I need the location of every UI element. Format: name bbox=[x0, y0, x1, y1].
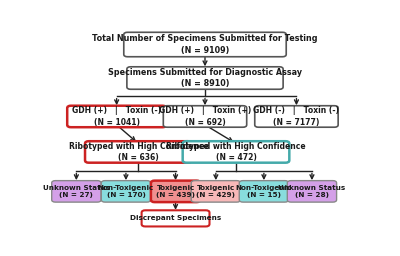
Text: GDH (+)   |   Toxin (+)
(N = 692): GDH (+) | Toxin (+) (N = 692) bbox=[159, 106, 251, 126]
FancyBboxPatch shape bbox=[85, 141, 192, 163]
FancyBboxPatch shape bbox=[101, 181, 150, 202]
Text: Unknown Status
(N = 28): Unknown Status (N = 28) bbox=[278, 185, 346, 198]
FancyBboxPatch shape bbox=[239, 181, 288, 202]
Text: Specimens Submitted for Diagnostic Assay
(N = 8910): Specimens Submitted for Diagnostic Assay… bbox=[108, 68, 302, 88]
Text: Toxigenic
(N = 429): Toxigenic (N = 429) bbox=[196, 185, 235, 198]
FancyBboxPatch shape bbox=[287, 181, 336, 202]
Text: Total Number of Specimens Submitted for Testing
(N = 9109): Total Number of Specimens Submitted for … bbox=[92, 35, 318, 55]
Text: Ribotyped with High Confidence
(N = 636): Ribotyped with High Confidence (N = 636) bbox=[68, 142, 208, 162]
Text: GDH (+)   |   Toxin (-)
(N = 1041): GDH (+) | Toxin (-) (N = 1041) bbox=[72, 106, 161, 126]
FancyBboxPatch shape bbox=[183, 141, 289, 163]
FancyBboxPatch shape bbox=[67, 106, 166, 127]
Text: Toxigenic
(N = 439): Toxigenic (N = 439) bbox=[156, 185, 195, 198]
FancyBboxPatch shape bbox=[191, 181, 240, 202]
FancyBboxPatch shape bbox=[127, 67, 283, 89]
FancyBboxPatch shape bbox=[255, 106, 338, 127]
FancyBboxPatch shape bbox=[124, 32, 286, 57]
FancyBboxPatch shape bbox=[151, 181, 200, 202]
Text: GDH (-)   |   Toxin (-)
(N = 7177): GDH (-) | Toxin (-) (N = 7177) bbox=[254, 106, 340, 126]
FancyBboxPatch shape bbox=[142, 210, 210, 227]
Text: Non-Toxigenic
(N = 170): Non-Toxigenic (N = 170) bbox=[98, 185, 154, 198]
Text: Ribotyped with High Confidence
(N = 472): Ribotyped with High Confidence (N = 472) bbox=[166, 142, 306, 162]
FancyBboxPatch shape bbox=[52, 181, 101, 202]
Text: Discrepant Specimens: Discrepant Specimens bbox=[130, 215, 221, 221]
Text: Unknown Status
(N = 27): Unknown Status (N = 27) bbox=[43, 185, 110, 198]
Text: Non-Toxigenic
(N = 15): Non-Toxigenic (N = 15) bbox=[236, 185, 292, 198]
FancyBboxPatch shape bbox=[163, 106, 247, 127]
